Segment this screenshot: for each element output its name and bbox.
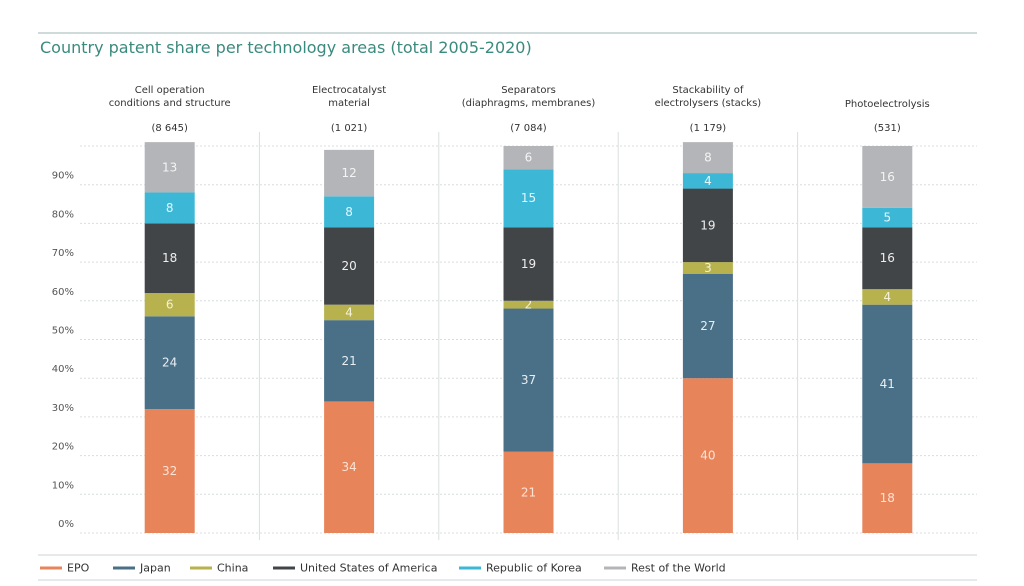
- bar-segment: [144, 223, 195, 294]
- bar-segment: [862, 289, 913, 305]
- bar-segment: [862, 207, 913, 228]
- bar-segment: [503, 300, 554, 309]
- bar-value-label: 8: [166, 201, 174, 215]
- category-total: (8 645): [151, 123, 188, 134]
- bar-segment: [144, 142, 195, 193]
- bar-value-label: 6: [525, 151, 533, 165]
- bar-segment: [682, 262, 733, 274]
- y-tick-label: 40%: [52, 364, 74, 375]
- y-tick-label: 50%: [52, 326, 74, 337]
- category-headers: Cell operation conditions and structure (8…: [109, 85, 930, 134]
- bar-value-label: 4: [883, 290, 891, 304]
- category-total: (531): [874, 123, 901, 134]
- bar-segment: [503, 146, 554, 170]
- bar-value-label: 19: [700, 218, 715, 232]
- bar-segment: [682, 378, 733, 533]
- bar-value-label: 21: [521, 485, 536, 499]
- y-axis-ticks: 0% 10% 20% 30% 40% 50% 60% 70% 80% 90%: [52, 171, 74, 530]
- bar-segment: [862, 463, 913, 533]
- bar-value-label: 13: [162, 160, 177, 174]
- bar-value-label: 37: [521, 373, 536, 387]
- category-label: Separators: [501, 85, 556, 96]
- bar-value-label: 15: [521, 191, 536, 205]
- bar-value-label: 41: [880, 377, 895, 391]
- bar-segment: [503, 451, 554, 533]
- bar-segment: [503, 308, 554, 452]
- bar-value-label: 21: [341, 354, 356, 368]
- y-tick-label: 30%: [52, 403, 74, 414]
- bar-value-label: 6: [166, 298, 174, 312]
- bar-segment: [682, 273, 733, 379]
- chart-title: Country patent share per technology area…: [40, 38, 532, 57]
- category-total: (1 179): [690, 123, 727, 134]
- bar-value-label: 8: [345, 205, 353, 219]
- category-label: conditions and structure: [109, 98, 231, 109]
- legend-label: Republic of Korea: [486, 562, 582, 575]
- bar-value-label: 19: [521, 257, 536, 271]
- bar-value-label: 16: [880, 251, 895, 265]
- bar-segment: [324, 320, 375, 402]
- legend-label: United States of America: [300, 562, 437, 575]
- bar-value-label: 5: [883, 211, 891, 225]
- bar-value-label: 20: [341, 259, 356, 273]
- bar-segment: [682, 173, 733, 189]
- category-label: material: [328, 98, 370, 109]
- bar-value-label: 4: [345, 305, 353, 319]
- bar-segment: [324, 196, 375, 228]
- legend-label: Rest of the World: [631, 562, 726, 575]
- legend-label: EPO: [67, 562, 90, 575]
- bar-segment: [862, 227, 913, 290]
- y-tick-label: 70%: [52, 248, 74, 259]
- bar-segment: [324, 304, 375, 321]
- y-tick-label: 80%: [52, 209, 74, 220]
- y-tick-label: 0%: [58, 519, 74, 530]
- bar-segment: [503, 227, 554, 301]
- category-total: (1 021): [331, 123, 368, 134]
- category-label: Electrocatalyst: [312, 85, 386, 96]
- bar-value-label: 4: [704, 174, 712, 188]
- bar-segment: [144, 316, 195, 410]
- bar-segment: [682, 142, 733, 174]
- bar-segment: [862, 304, 913, 464]
- bar-value-label: 16: [880, 170, 895, 184]
- bars: 32 24 6 18 8 13 34 21 4 20 8 12 21 37 2 19 15 6 40 27 3 19 4 8 1…: [144, 142, 913, 533]
- legend: EPO Japan China United States of America Rep…: [40, 562, 726, 575]
- bar-value-label: 18: [880, 491, 895, 505]
- y-tick-label: 10%: [52, 480, 74, 491]
- y-tick-label: 90%: [52, 171, 74, 182]
- bar-value-label: 3: [704, 261, 712, 275]
- category-separators: [258, 132, 799, 540]
- legend-label: China: [217, 562, 248, 575]
- category-label: Cell operation: [135, 85, 205, 96]
- bar-value-label: 24: [162, 356, 177, 370]
- bar-segment: [682, 188, 733, 263]
- bar-segment: [144, 409, 195, 533]
- bar-value-label: 27: [700, 319, 715, 333]
- bar-segment: [503, 169, 554, 228]
- bar-value-label: 34: [341, 460, 356, 474]
- bar-value-label: 18: [162, 251, 177, 265]
- bar-value-label: 32: [162, 464, 177, 478]
- legend-label: Japan: [139, 562, 171, 575]
- category-label: electrolysers (stacks): [655, 98, 762, 109]
- category-label: Photoelectrolysis: [845, 99, 930, 110]
- y-tick-label: 20%: [52, 442, 74, 453]
- bar-value-label: 8: [704, 151, 712, 165]
- y-tick-label: 60%: [52, 287, 74, 298]
- bar-segment: [324, 149, 375, 197]
- category-label: Stackability of: [672, 85, 743, 96]
- bar-segment: [324, 227, 375, 305]
- bar-segment: [144, 293, 195, 317]
- bar-segment: [144, 192, 195, 224]
- bar-value-label: 40: [700, 449, 715, 463]
- category-total: (7 084): [510, 123, 547, 134]
- bar-value-label: 12: [341, 166, 356, 180]
- bar-value-label: 2: [525, 298, 533, 312]
- bar-segment: [324, 401, 375, 533]
- category-label: (diaphragms, membranes): [462, 98, 596, 109]
- bar-segment: [862, 146, 913, 208]
